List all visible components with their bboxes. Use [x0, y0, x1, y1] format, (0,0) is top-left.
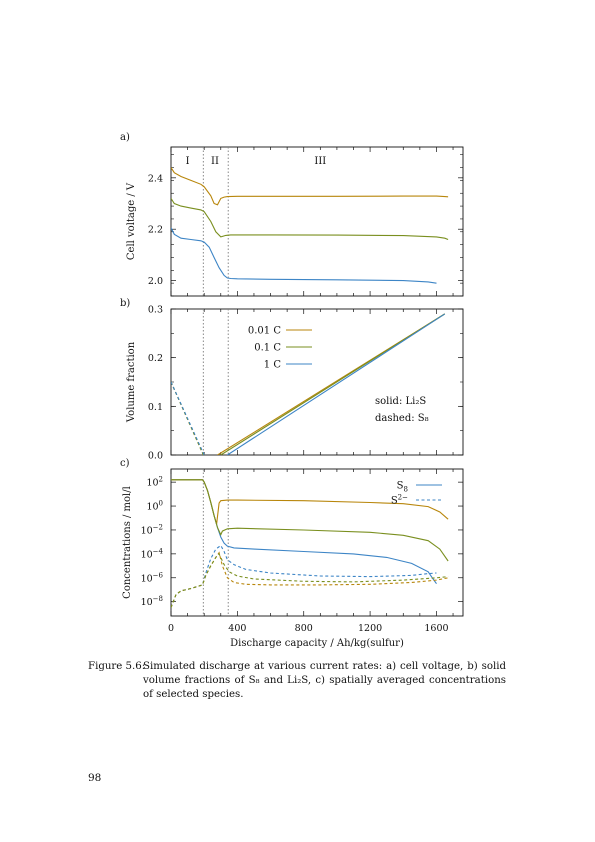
series-line-1-1 [220, 313, 446, 455]
y-tick-label-exp: −8 [153, 595, 163, 603]
y-tick-label: 2.0 [148, 276, 163, 287]
region-label: III [314, 156, 326, 167]
region-label: II [211, 156, 219, 167]
series-line-1-2 [227, 313, 446, 455]
x-tick-label: 0 [168, 623, 174, 634]
x-tick-label: 1200 [358, 623, 382, 634]
panel-label: c) [120, 458, 130, 469]
series-line-0-2 [171, 227, 437, 284]
legend-label-main: S [391, 496, 398, 507]
page-number: 98 [88, 772, 102, 784]
y-tick-label: 2.4 [148, 173, 163, 184]
panel-label: a) [120, 132, 130, 143]
y-tick-label-exp: −4 [153, 547, 164, 555]
x-tick-label: 400 [228, 623, 246, 634]
y-tick-label: 0.2 [148, 353, 163, 364]
series-line-0-1 [171, 198, 449, 241]
y-tick-label: 0.0 [148, 451, 163, 462]
panel-frame-0 [170, 146, 464, 297]
y-tick-label-base: 10 [146, 478, 158, 489]
y-tick-label: 102 [146, 476, 163, 489]
y-tick-label: 0.1 [148, 402, 163, 413]
x-tick-label: 800 [295, 623, 313, 634]
caption-text: Simulated discharge at various current r… [143, 661, 506, 700]
series-line-2-2 [171, 479, 449, 562]
annotation: dashed: S₈ [375, 413, 429, 424]
y-tick-label-exp: 0 [159, 500, 163, 508]
y-tick-label-base: 10 [141, 573, 153, 584]
caption-label: Figure 5.6: [88, 661, 146, 672]
legend-label-main: S [397, 481, 404, 492]
y-tick-label-exp: −6 [153, 571, 164, 579]
annotation: solid: Li₂S [375, 396, 426, 407]
y-tick-label-exp: −2 [153, 523, 163, 531]
panel-frame-2 [170, 468, 464, 617]
y-tick-label-base: 10 [141, 597, 153, 608]
x-axis-label: Discharge capacity / Ah/kg(sulfur) [230, 638, 404, 649]
y-axis-label: Volume fraction [126, 341, 137, 423]
legend-label-sub: 8 [404, 486, 408, 494]
region-label: I [186, 156, 190, 167]
y-tick-label: 10−4 [141, 547, 164, 560]
y-tick-label: 10−8 [141, 595, 163, 608]
legend-label-sup: 2− [398, 494, 408, 502]
figure: 2.02.22.4a)Cell voltage / VI II III0.00.10… [120, 132, 464, 649]
y-tick-label: 0.3 [148, 305, 163, 316]
y-tick-label-exp: 2 [159, 476, 163, 484]
x-tick-label: 1600 [424, 623, 448, 634]
panel-label: b) [120, 298, 130, 309]
series-line-2-3 [171, 544, 437, 608]
series-line-0-0 [171, 167, 449, 206]
y-tick-label-base: 10 [146, 502, 158, 513]
y-tick-label-base: 10 [141, 549, 153, 560]
y-tick-label: 10−2 [141, 523, 163, 536]
y-tick-label-base: 10 [141, 525, 153, 536]
legend-label: 0.1 C [254, 343, 281, 354]
legend-label: 0.01 C [248, 326, 281, 337]
legend-label: S2− [391, 494, 408, 507]
figure-caption: Figure 5.6: Simulated discharge at vario… [88, 660, 506, 702]
y-tick-label: 10−6 [141, 571, 164, 584]
y-tick-label: 100 [146, 500, 163, 513]
y-tick-label: 2.2 [148, 225, 163, 236]
y-axis-label: Cell voltage / V [126, 182, 137, 260]
series-line-2-5 [171, 552, 449, 608]
series-line-1-5 [171, 381, 205, 455]
legend-label: S8 [397, 481, 408, 494]
y-axis-label: Concentrations / mol/l [122, 486, 133, 599]
legend-label: 1 C [264, 360, 282, 371]
